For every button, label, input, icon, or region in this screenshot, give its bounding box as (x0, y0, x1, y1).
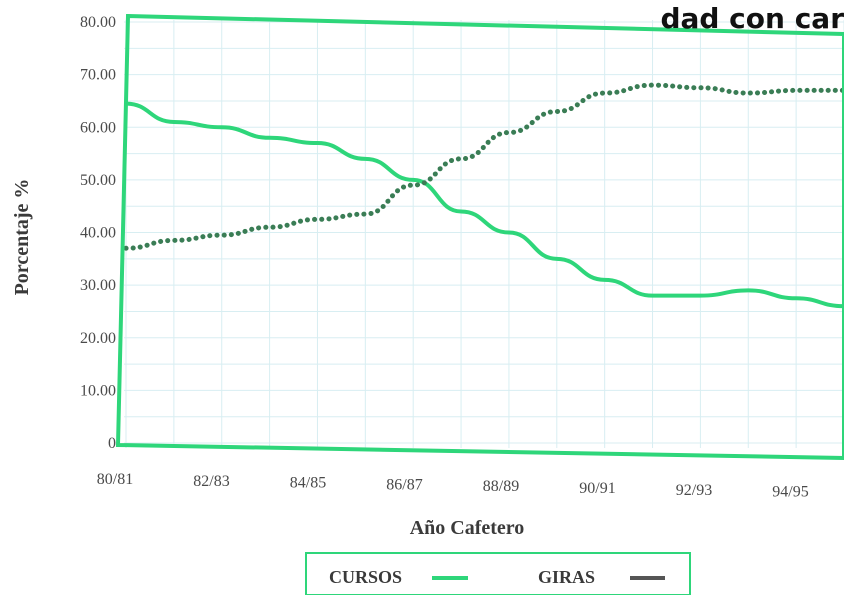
y-tick-label: 40.00 (80, 225, 116, 242)
legend: CURSOS GIRAS (305, 552, 691, 595)
chart-title-fragment: dad con car (660, 2, 844, 35)
legend-label-cursos: CURSOS (329, 567, 402, 587)
y-tick-labels: 80.00 70.00 60.00 50.00 40.00 30.00 20.00 10.00… (80, 14, 116, 452)
x-tick-label: 90/91 (579, 480, 615, 497)
y-tick-label: 30.00 (80, 277, 116, 294)
series-layer (123, 82, 844, 309)
y-tick-label: 20.00 (80, 330, 116, 347)
legend-label-giras: GIRAS (538, 567, 595, 587)
series-line-giras (123, 82, 844, 251)
x-tick-label: 94/95 (772, 484, 808, 501)
y-tick-label: 50.00 (80, 172, 116, 189)
x-tick-label: 84/85 (290, 475, 326, 492)
legend-box (305, 552, 691, 595)
x-tick-label: 88/89 (483, 478, 519, 495)
x-tick-label: 86/87 (386, 476, 422, 493)
y-tick-label: 70.00 (80, 67, 116, 84)
y-tick-label: 80.00 (80, 14, 116, 31)
x-axis-title: Año Cafetero (410, 517, 525, 539)
x-tick-label: 82/83 (193, 473, 229, 490)
x-tick-labels: 80/81 82/83 84/85 86/87 88/89 90/91 92/93 94/95 (97, 471, 809, 501)
y-tick-label: 0 (108, 435, 116, 452)
y-tick-label: 60.00 (80, 119, 116, 136)
y-tick-label: 10.00 (80, 382, 116, 399)
grid (124, 20, 844, 448)
y-axis-title: Porcentaje % (11, 179, 33, 296)
series-line-cursos (124, 101, 844, 309)
x-tick-label: 92/93 (676, 482, 712, 499)
plot-frame (115, 13, 844, 461)
x-tick-label: 80/81 (97, 471, 133, 488)
